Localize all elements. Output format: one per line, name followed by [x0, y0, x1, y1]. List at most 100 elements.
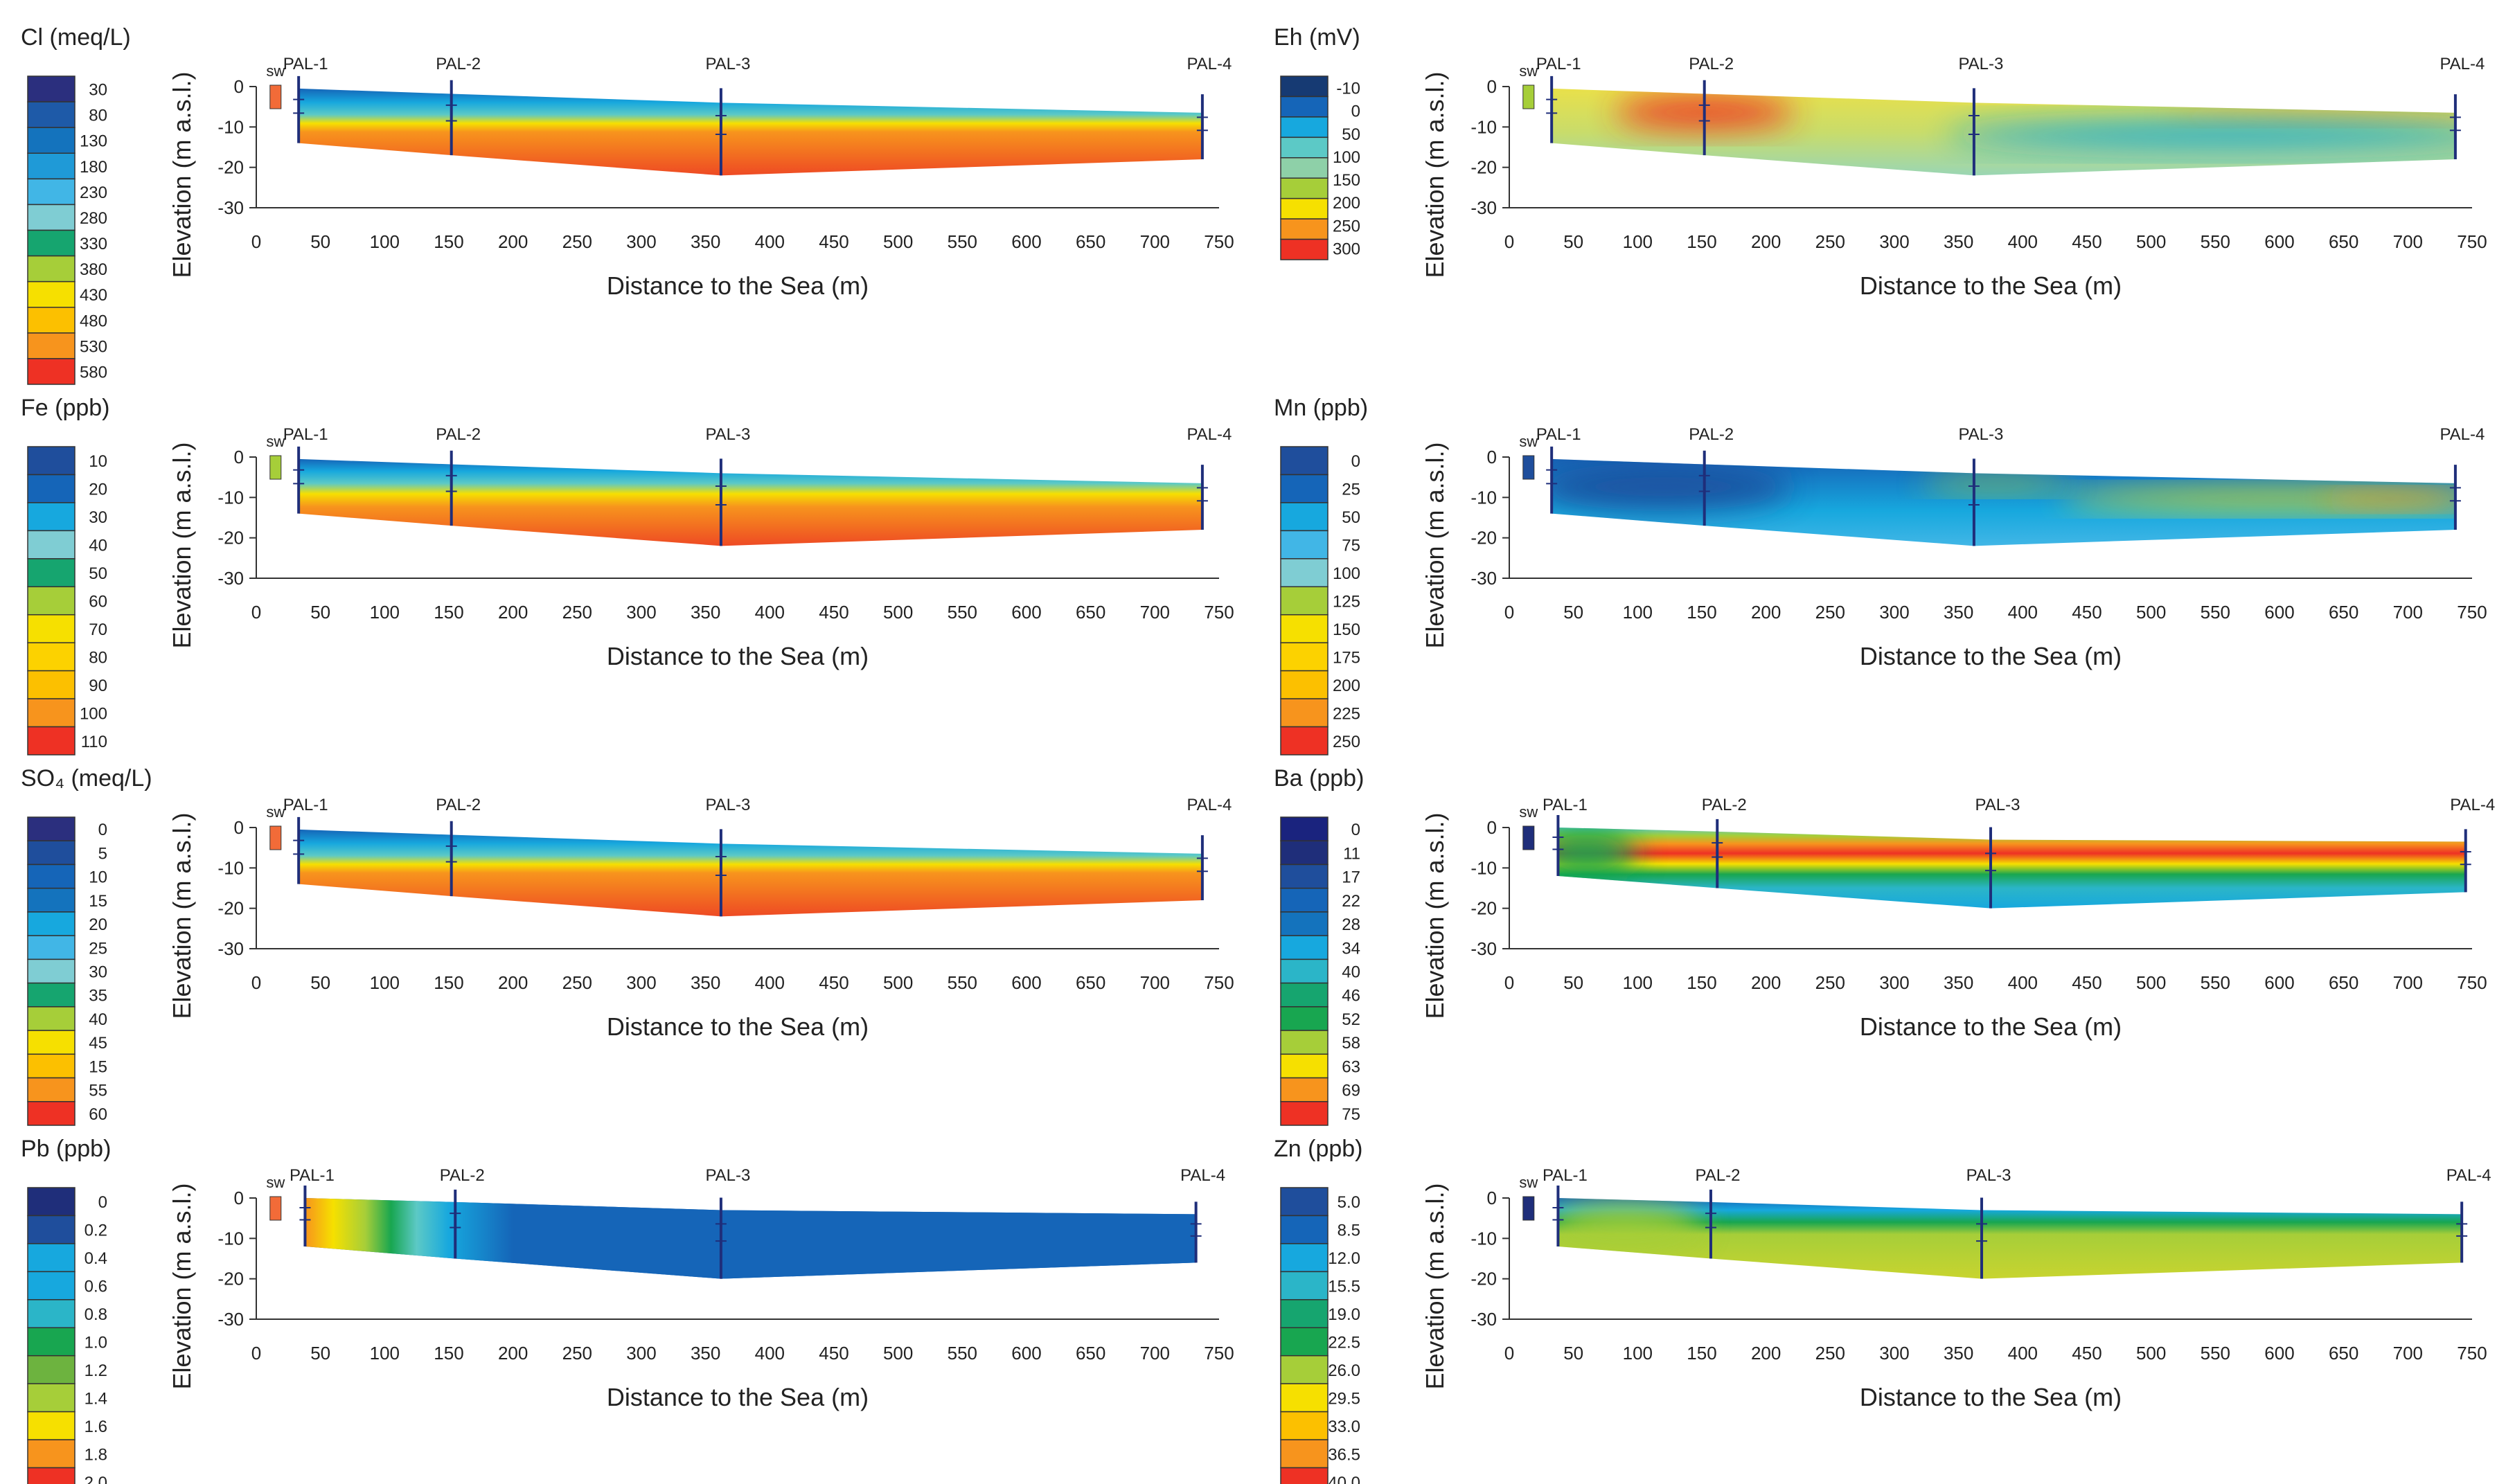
x-tick-label: 600	[1011, 972, 1041, 993]
chart-panel-3: Mn (ppb) 0 25 50 75 100 125 150 175 200 225 250 0 -10…	[1274, 395, 2487, 756]
x-tick-label: 300	[1879, 1343, 1909, 1364]
seawater-swatch	[269, 1196, 282, 1221]
legend-swatch	[27, 1383, 75, 1413]
legend-swatch	[27, 586, 75, 616]
x-tick-label: 250	[1815, 972, 1845, 993]
x-tick-label: 450	[819, 972, 848, 993]
x-tick-label: 100	[1623, 972, 1653, 993]
legend-label: 80	[89, 648, 107, 667]
x-tick-label: 150	[434, 602, 463, 623]
legend-swatch	[27, 816, 75, 841]
chart-panel-2: Fe (ppb) 10 20 30 40 50 60 70 80 90 100 110 0 -10 -20 -…	[21, 395, 1234, 756]
x-tick-label: 300	[626, 231, 656, 252]
legend-swatch	[1280, 1053, 1328, 1079]
legend-label: 580	[80, 363, 107, 382]
legend-swatch	[1280, 1411, 1328, 1440]
legend-swatch	[1280, 474, 1328, 503]
legend-label: 50	[1342, 125, 1360, 144]
legend-label: 480	[80, 312, 107, 330]
anomaly	[1558, 828, 1638, 883]
legend-swatch	[1280, 1355, 1328, 1384]
x-tick-label: 0	[1504, 1343, 1514, 1364]
legend-label: 530	[80, 337, 107, 356]
legend-swatch	[27, 229, 75, 257]
legend-swatch	[27, 887, 75, 913]
y-tick-label: -30	[217, 197, 244, 218]
well-label: PAL-2	[436, 796, 481, 814]
legend-swatch	[27, 958, 75, 984]
legend-swatch	[27, 75, 75, 102]
legend-label: 58	[1342, 1034, 1360, 1053]
y-tick-label: -20	[217, 1269, 244, 1289]
well-label: PAL-4	[2440, 55, 2485, 73]
legend-swatch	[1280, 1187, 1328, 1217]
well-label: PAL-4	[1187, 55, 1232, 73]
legend-label: 430	[80, 286, 107, 305]
legend-label: 225	[1333, 704, 1360, 723]
legend-swatch	[1280, 1271, 1328, 1300]
x-axis-title: Distance to the Sea (m)	[607, 1012, 869, 1041]
legend-label: 22	[1342, 892, 1360, 911]
x-tick-label: 550	[2201, 1343, 2230, 1364]
legend-label: 69	[1342, 1082, 1360, 1100]
legend-label: 20	[89, 915, 107, 934]
well-label: PAL-1	[290, 1166, 335, 1185]
legend-swatch	[27, 101, 75, 128]
x-tick-label: 650	[2329, 972, 2358, 993]
x-tick-label: 400	[755, 602, 785, 623]
legend-label: 0	[98, 1193, 107, 1212]
y-tick-label: 0	[1487, 1188, 1497, 1208]
legend-label: 30	[89, 963, 107, 982]
y-axis-title: Elevation (m a.s.l.)	[168, 1183, 196, 1389]
legend-label: 29.5	[1328, 1389, 1360, 1408]
x-tick-label: 400	[2008, 972, 2038, 993]
legend-label: 1.6	[85, 1418, 107, 1436]
x-tick-label: 700	[2393, 1343, 2423, 1364]
x-tick-label: 400	[2008, 602, 2038, 623]
seawater-swatch	[1522, 84, 1535, 109]
anomaly	[2318, 492, 2455, 507]
x-tick-label: 300	[1879, 231, 1909, 252]
legend-swatch	[27, 530, 75, 560]
legend-swatch	[27, 1187, 75, 1217]
legend-swatch	[1280, 177, 1328, 199]
legend-label: 50	[89, 564, 107, 583]
legend-label: 33.0	[1328, 1418, 1360, 1436]
well-label: PAL-4	[1187, 425, 1232, 444]
x-tick-label: 750	[1204, 602, 1234, 623]
seawater-swatch	[269, 825, 282, 850]
x-tick-label: 450	[2072, 602, 2101, 623]
well-label: PAL-3	[1966, 1166, 2011, 1185]
x-tick-label: 50	[310, 1343, 330, 1364]
legend-swatch	[1280, 530, 1328, 560]
x-tick-label: 150	[434, 1343, 463, 1364]
legend-label: 380	[80, 260, 107, 279]
legend-label: 0.4	[85, 1249, 107, 1268]
x-tick-label: 750	[1204, 972, 1234, 993]
legend-label: 45	[89, 1034, 107, 1053]
legend-label: 30	[89, 508, 107, 527]
legend-label: 22.5	[1328, 1334, 1360, 1352]
well-label: PAL-1	[1543, 796, 1588, 814]
legend-swatch	[27, 152, 75, 180]
legend-swatch	[27, 358, 75, 385]
legend-swatch	[1280, 116, 1328, 138]
legend-title: Zn (ppb)	[1274, 1136, 1363, 1162]
legend-swatch	[1280, 1215, 1328, 1244]
y-tick-label: -30	[217, 1309, 244, 1330]
legend-title: Cl (meq/L)	[21, 24, 131, 51]
y-tick-label: -20	[1470, 157, 1497, 178]
well-label: PAL-3	[705, 1166, 750, 1185]
well-label: PAL-2	[440, 1166, 485, 1185]
legend-label: 40	[89, 537, 107, 555]
x-tick-label: 650	[2329, 1343, 2358, 1364]
legend-label: 17	[1342, 868, 1360, 887]
legend-swatch	[27, 1053, 75, 1079]
legend-swatch	[27, 642, 75, 672]
seawater-label: sw	[266, 433, 285, 450]
well-label: PAL-1	[283, 55, 328, 73]
legend-swatch	[1280, 958, 1328, 984]
x-tick-label: 600	[2264, 1343, 2294, 1364]
x-tick-label: 650	[1076, 1343, 1105, 1364]
legend-label: 40	[89, 1010, 107, 1029]
